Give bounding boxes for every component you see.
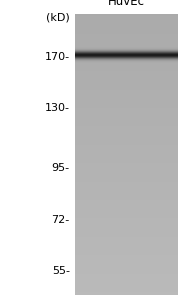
Text: HuvEc: HuvEc: [108, 0, 145, 8]
Text: 170-: 170-: [45, 52, 70, 62]
Text: 72-: 72-: [52, 215, 70, 225]
Text: 55-: 55-: [52, 266, 70, 276]
Text: 95-: 95-: [52, 163, 70, 172]
Text: (kD): (kD): [46, 12, 70, 22]
Text: 130-: 130-: [45, 103, 70, 113]
